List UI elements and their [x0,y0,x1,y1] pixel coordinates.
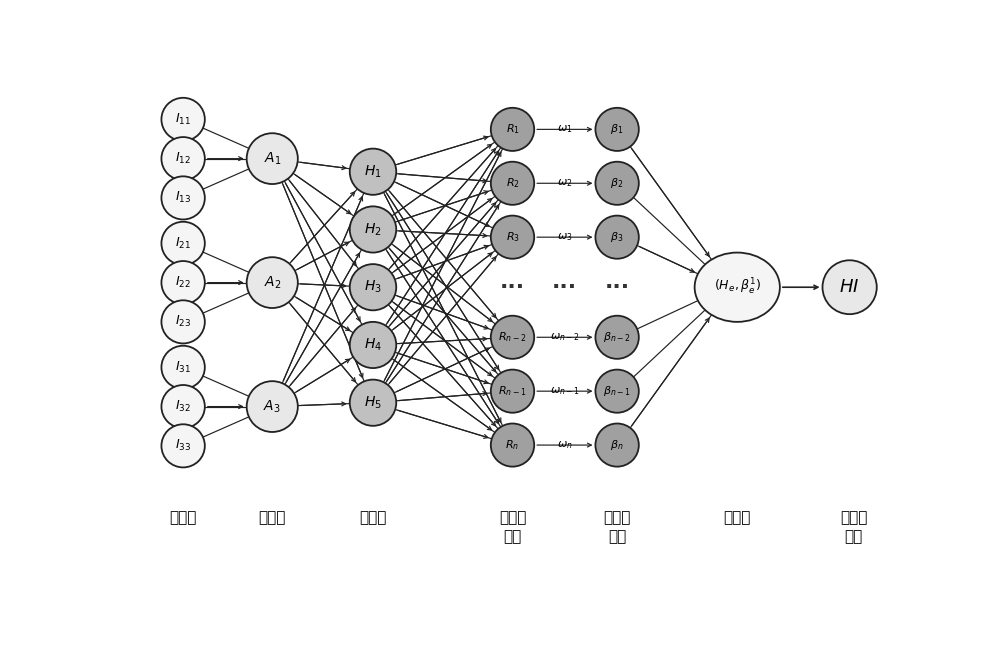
Text: $I_{21}$: $I_{21}$ [175,236,191,251]
Text: 状态输
出层: 状态输 出层 [840,510,867,544]
Text: $\omega_2$: $\omega_2$ [557,177,573,189]
Ellipse shape [247,134,298,184]
Text: $(H_e, \beta_e^1)$: $(H_e, \beta_e^1)$ [714,277,761,297]
Ellipse shape [350,322,396,368]
Ellipse shape [161,385,205,428]
Ellipse shape [247,257,298,308]
Text: $A_3$: $A_3$ [263,399,281,414]
Ellipse shape [595,369,639,412]
Ellipse shape [695,253,780,322]
Text: $\beta_{n-2}$: $\beta_{n-2}$ [603,330,631,344]
Text: $A_1$: $A_1$ [264,151,281,167]
Text: $I_{22}$: $I_{22}$ [175,275,191,290]
Text: $\omega_1$: $\omega_1$ [557,124,573,136]
Ellipse shape [595,424,639,467]
Ellipse shape [595,316,639,359]
Text: $H_2$: $H_2$ [364,221,382,238]
Ellipse shape [161,424,205,467]
Text: $I_{23}$: $I_{23}$ [175,315,191,329]
Text: $H_5$: $H_5$ [364,395,382,411]
Ellipse shape [161,346,205,389]
Text: $\beta_3$: $\beta_3$ [610,230,624,244]
Text: $I_{32}$: $I_{32}$ [175,399,191,414]
Text: $\beta_1$: $\beta_1$ [610,122,624,136]
Text: $\omega_3$: $\omega_3$ [557,231,573,243]
Text: $H_1$: $H_1$ [364,163,382,180]
Ellipse shape [350,379,396,426]
Text: $H_4$: $H_4$ [364,336,382,353]
Text: 信度层: 信度层 [724,510,751,525]
Text: 属性层: 属性层 [259,510,286,525]
Ellipse shape [491,162,534,205]
Ellipse shape [595,162,639,205]
Text: $I_{11}$: $I_{11}$ [175,112,191,127]
Text: $I_{12}$: $I_{12}$ [175,151,191,166]
Text: $I_{13}$: $I_{13}$ [175,190,191,206]
Text: $A_2$: $A_2$ [264,274,281,291]
Ellipse shape [247,381,298,432]
Ellipse shape [161,98,205,141]
Ellipse shape [595,215,639,258]
Text: $R_{n-1}$: $R_{n-1}$ [498,384,527,398]
Ellipse shape [161,176,205,219]
Ellipse shape [491,316,534,359]
Ellipse shape [350,149,396,195]
Ellipse shape [161,137,205,180]
Ellipse shape [822,260,877,314]
Ellipse shape [161,222,205,265]
Ellipse shape [491,108,534,151]
Text: $\beta_{n-1}$: $\beta_{n-1}$ [603,384,631,398]
Text: $\omega_{n-1}$: $\omega_{n-1}$ [550,385,580,397]
Text: $\omega_{n-2}$: $\omega_{n-2}$ [550,331,580,343]
Ellipse shape [491,369,534,412]
Text: 规则前
件层: 规则前 件层 [499,510,526,544]
Ellipse shape [161,261,205,304]
Text: $R_3$: $R_3$ [506,230,519,244]
Ellipse shape [350,264,396,310]
Text: ···: ··· [552,277,577,297]
Text: $R_n$: $R_n$ [505,438,520,452]
Text: $\omega_n$: $\omega_n$ [557,439,573,451]
Text: $\beta_2$: $\beta_2$ [610,176,624,190]
Text: $H_3$: $H_3$ [364,279,382,295]
Text: ···: ··· [500,277,525,297]
Text: 指标层: 指标层 [169,510,197,525]
Ellipse shape [350,206,396,253]
Text: $R_2$: $R_2$ [506,176,519,190]
Text: $I_{33}$: $I_{33}$ [175,438,191,453]
Ellipse shape [491,424,534,467]
Text: $\beta_n$: $\beta_n$ [610,438,624,452]
Ellipse shape [595,108,639,151]
Text: ···: ··· [605,277,630,297]
Ellipse shape [161,300,205,344]
Text: $I_{31}$: $I_{31}$ [175,360,191,375]
Text: $R_{n-2}$: $R_{n-2}$ [498,330,527,344]
Ellipse shape [491,215,534,258]
Text: $HI$: $HI$ [839,278,860,296]
Text: $R_1$: $R_1$ [506,122,519,136]
Text: 等级层: 等级层 [359,510,387,525]
Text: 规则后
件层: 规则后 件层 [603,510,631,544]
